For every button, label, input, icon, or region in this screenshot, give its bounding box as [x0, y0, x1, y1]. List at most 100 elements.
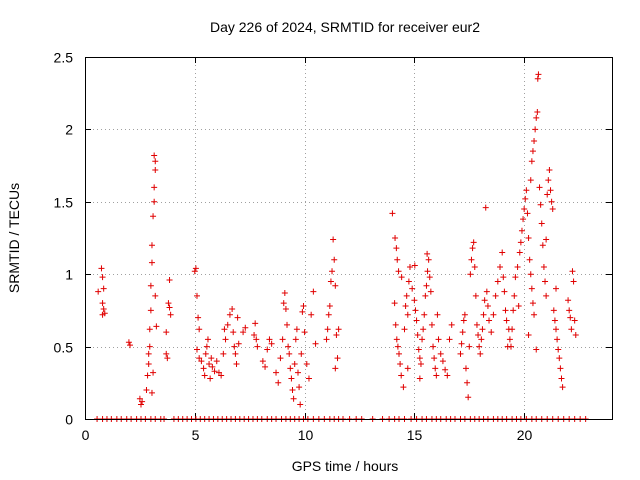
data-point-SRMTID [566, 307, 573, 314]
data-point-SRMTID [525, 332, 532, 339]
data-point-SRMTID [221, 326, 228, 333]
y-tick-label: 0 [65, 412, 73, 428]
data-point-SRMTID [506, 336, 513, 343]
data-point-SRMTID [305, 375, 312, 382]
tick-labels: 0 5 10 15 20 0 0.5 1 1.5 2 2.5 [54, 50, 533, 444]
data-point-SRMTID [500, 274, 507, 281]
data-point-SRMTID [333, 332, 340, 339]
data-point-SRMTID [166, 276, 173, 283]
data-point-SRMTID [144, 372, 151, 379]
data-point-SRMTID [518, 227, 525, 234]
data-point-SRMTID [206, 360, 213, 367]
data-point-SRMTID [211, 368, 218, 375]
data-point-SRMTID [398, 274, 405, 281]
data-point-SRMTID [424, 250, 431, 257]
data-point-SRMTID [484, 303, 491, 310]
data-point-SRMTID [558, 375, 565, 382]
data-point-SRMTID [152, 292, 159, 299]
data-point-SRMTID [477, 350, 484, 357]
data-point-SRMTID [332, 282, 339, 289]
data-point-SRMTID [424, 268, 431, 275]
data-point-SRMTID [296, 384, 303, 391]
data-point-SRMTID [325, 311, 332, 318]
data-point-SRMTID [293, 326, 300, 333]
data-point-SRMTID [148, 389, 155, 396]
data-point-SRMTID [146, 326, 153, 333]
data-point-SRMTID [543, 236, 550, 243]
data-point-SRMTID [280, 300, 287, 307]
data-point-SRMTID [556, 355, 563, 362]
data-point-SRMTID [98, 265, 105, 272]
data-point-SRMTID [150, 213, 157, 220]
data-point-SRMTID [515, 303, 522, 310]
data-point-SRMTID [151, 198, 158, 205]
data-point-SRMTID [208, 355, 215, 362]
data-point-SRMTID [301, 329, 308, 336]
y-tick-label: 1.5 [54, 195, 74, 211]
data-point-SRMTID [504, 343, 511, 350]
data-point-SRMTID [512, 274, 519, 281]
data-point-SRMTID [539, 242, 546, 249]
data-point-SRMTID [290, 395, 297, 402]
x-tick-label: 15 [407, 427, 423, 443]
data-point-SRMTID [397, 360, 404, 367]
data-point-SRMTID [335, 326, 342, 333]
data-point-SRMTID [413, 317, 420, 324]
data-point-SRMTID [442, 366, 449, 373]
data-point-SRMTID [446, 336, 453, 343]
data-point-SRMTID [419, 336, 426, 343]
data-point-SRMTID [220, 350, 227, 357]
data-point-SRMTID [423, 282, 430, 289]
data-point-SRMTID [476, 343, 483, 350]
data-point-SRMTID [536, 184, 543, 191]
data-point-SRMTID [196, 326, 203, 333]
y-tick-label: 2.5 [54, 50, 74, 66]
data-point-SRMTID [230, 329, 237, 336]
data-point-SRMTID [533, 114, 540, 121]
data-point-SRMTID [289, 387, 296, 394]
data-point-SRMTID [229, 305, 236, 312]
data-point-SRMTID [392, 235, 399, 241]
data-point-SRMTID [400, 384, 407, 391]
data-point-SRMTID [520, 216, 527, 223]
data-point-SRMTID [222, 336, 229, 343]
data-point-SRMTID [434, 311, 441, 318]
data-point-SRMTID [231, 343, 238, 350]
data-point-SRMTID [334, 355, 341, 362]
data-point-SRMTID [568, 326, 575, 333]
data-point-SRMTID [331, 256, 338, 263]
data-point-SRMTID [286, 350, 293, 357]
data-point-SRMTID [457, 350, 464, 357]
data-point-SRMTID [95, 288, 102, 295]
data-point-SRMTID [137, 401, 144, 408]
data-point-SRMTID [233, 360, 240, 367]
x-tick-label: 0 [82, 427, 90, 443]
data-point-SRMTID [251, 332, 258, 339]
data-point-SRMTID [499, 249, 506, 256]
x-tick-label: 10 [298, 427, 314, 443]
data-point-SRMTID [473, 321, 480, 328]
data-point-SRMTID [557, 365, 564, 372]
data-point-SRMTID [300, 303, 307, 310]
data-point-SRMTID [393, 245, 400, 252]
data-point-SRMTID [409, 285, 416, 292]
data-point-SRMTID [275, 379, 282, 386]
x-axis-label: GPS time / hours [292, 458, 399, 474]
data-point-SRMTID [528, 285, 535, 292]
data-point-SRMTID [467, 271, 474, 278]
data-point-SRMTID [391, 300, 398, 307]
data-point-SRMTID [521, 206, 528, 213]
data-point-SRMTID [323, 336, 330, 343]
data-point-SRMTID [550, 307, 557, 314]
data-point-SRMTID [553, 285, 560, 292]
data-point-SRMTID [571, 317, 578, 324]
data-point-SRMTID [259, 358, 266, 365]
data-point-SRMTID [163, 329, 170, 336]
data-point-SRMTID [528, 158, 535, 165]
data-point-SRMTID [310, 288, 317, 295]
data-point-SRMTID [389, 210, 396, 217]
data-point-SRMTID [527, 271, 534, 278]
data-point-SRMTID [299, 308, 306, 315]
data-point-SRMTID [262, 363, 269, 370]
data-point-SRMTID [396, 350, 403, 357]
